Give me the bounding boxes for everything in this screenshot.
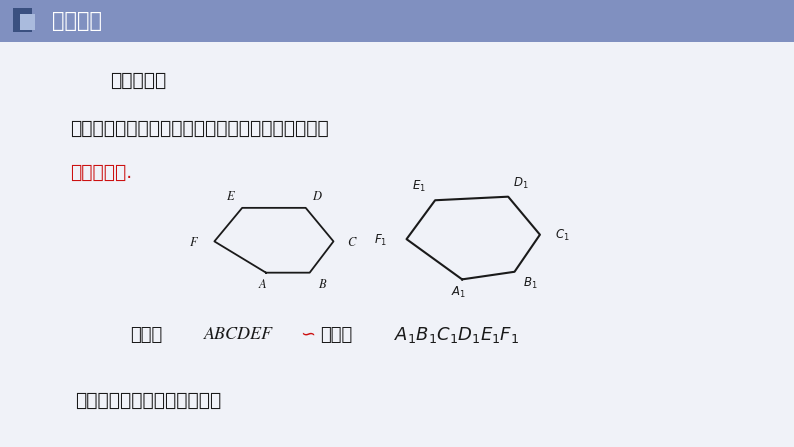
Text: 相似多边形.: 相似多边形. [70,163,132,181]
Text: $A_1$: $A_1$ [450,285,466,300]
Text: A: A [258,279,266,291]
Text: $C_1$: $C_1$ [555,228,569,243]
Text: E: E [225,190,233,202]
Text: $E_1$: $E_1$ [412,179,426,194]
Text: ABCDEF: ABCDEF [204,327,273,343]
Bar [0,0,794,42]
Text: $A_1B_1C_1D_1E_1F_1$: $A_1B_1C_1D_1E_1F_1$ [394,325,519,345]
Text: 相似多边形: 相似多边形 [110,71,166,89]
Text: 定义：各角分别相等、各边成比例的两个多边形叫做: 定义：各角分别相等、各边成比例的两个多边形叫做 [70,118,329,138]
Text: D: D [312,190,322,202]
Text: $D_1$: $D_1$ [513,176,529,191]
Text: F: F [190,236,198,249]
Bar [13,8,32,32]
Text: 六边形: 六边形 [130,326,162,344]
Text: 六边形: 六边形 [320,326,353,344]
Text: $F_1$: $F_1$ [375,233,387,249]
Text: C: C [347,236,355,249]
Text: 思考：什么叫相似三角形呢？: 思考：什么叫相似三角形呢？ [75,391,222,409]
Text: 导入新课: 导入新课 [52,11,102,31]
Text: ∽: ∽ [300,326,315,344]
Text: B: B [318,278,326,291]
Bar [20,14,35,30]
Text: $B_1$: $B_1$ [523,276,538,291]
